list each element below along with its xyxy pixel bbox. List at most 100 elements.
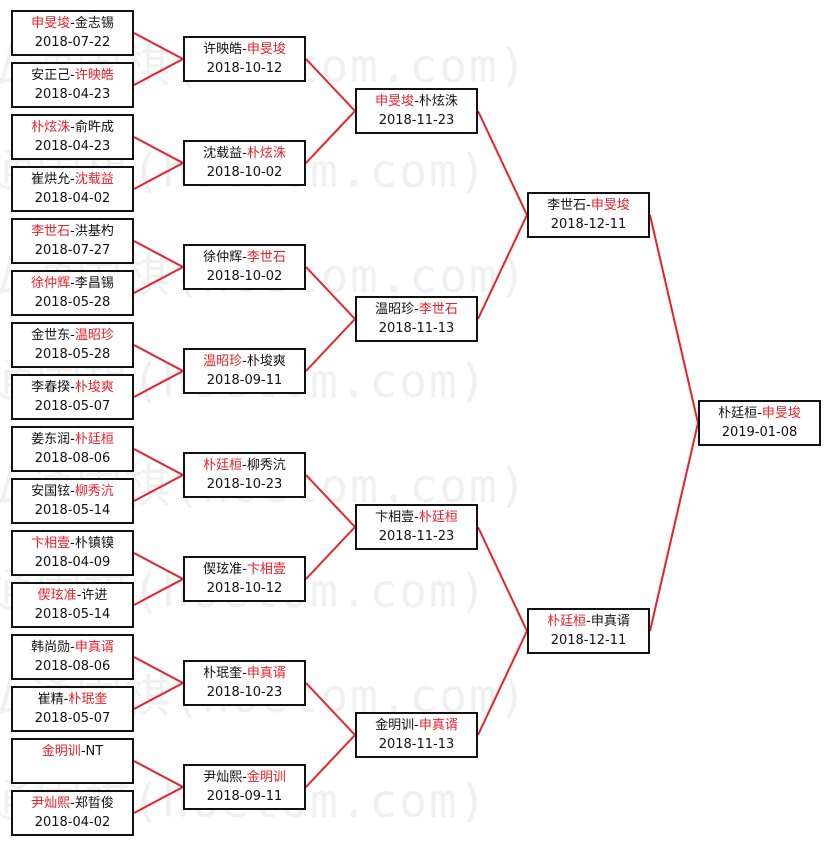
bracket-connector xyxy=(649,422,699,632)
player-2: 洪基杓 xyxy=(74,224,114,239)
player-1: 崔烘允 xyxy=(31,172,71,187)
match-players: 许映皓-申旻埈 xyxy=(203,42,286,57)
match-date: 2018-04-02 xyxy=(34,815,111,830)
player-2: 温昭珍 xyxy=(74,328,114,343)
bracket-connector xyxy=(305,110,356,164)
match-date: 2018-10-12 xyxy=(206,581,283,596)
player-2: 朴珉奎 xyxy=(68,692,108,707)
match-box: 姜东润-朴廷桓 2018-08-06 xyxy=(11,426,134,472)
match-players: 沈载益-朴炫洙 xyxy=(203,146,286,161)
player-2: 申真谞 xyxy=(74,640,114,655)
player-2: 申真谞 xyxy=(246,666,286,681)
match-players: 姜东润-朴廷桓 xyxy=(31,432,114,447)
bracket-connector xyxy=(305,474,356,528)
player-2: 朴廷桓 xyxy=(418,510,458,525)
player-1: 安国铉 xyxy=(31,484,71,499)
player-1: 金明训 xyxy=(375,718,415,733)
match-box: 偰玹准-卞相壹 2018-10-12 xyxy=(183,556,306,602)
bracket-connector xyxy=(133,448,184,476)
player-1: 卞相壹 xyxy=(375,510,415,525)
player-1: 朴廷桓 xyxy=(718,406,758,421)
player-1: 朴廷桓 xyxy=(547,614,587,629)
bracket-connector xyxy=(305,266,356,320)
player-2: 申旻埈 xyxy=(761,406,801,421)
player-2: 朴炫洙 xyxy=(418,94,458,109)
match-players: 安正己-许映皓 xyxy=(31,68,114,83)
player-2: 俞旿成 xyxy=(74,120,114,135)
match-box: 卞相壹-朴廷桓 2018-11-23 xyxy=(355,504,478,550)
player-1: 申旻埈 xyxy=(375,94,415,109)
match-date: 2018-08-06 xyxy=(34,659,111,674)
match-date: 2018-05-28 xyxy=(34,295,111,310)
match-date: 2018-11-23 xyxy=(378,113,455,128)
player-2: 李昌锡 xyxy=(74,276,114,291)
match-box: 朴珉奎-申真谞 2018-10-23 xyxy=(183,660,306,706)
bracket-connector xyxy=(477,630,528,736)
player-2: 金明训 xyxy=(246,770,286,785)
player-2: 卞相壹 xyxy=(246,562,286,577)
match-date: 2018-07-27 xyxy=(34,243,111,258)
player-1: 温昭珍 xyxy=(203,354,243,369)
match-box: 李世石-洪基杓 2018-07-27 xyxy=(11,218,134,264)
match-date: 2018-09-11 xyxy=(206,789,283,804)
match-box: 崔烘允-沈载益 2018-04-02 xyxy=(11,166,134,212)
player-1: 徐仲辉 xyxy=(31,276,71,291)
match-players: 朴珉奎-申真谞 xyxy=(203,666,286,681)
match-date: 2018-10-12 xyxy=(206,61,283,76)
match-date: 2018-12-11 xyxy=(550,633,627,648)
player-1: 尹灿熙 xyxy=(203,770,243,785)
player-1: 申旻埈 xyxy=(31,16,71,31)
match-box: 韩尚勋-申真谞 2018-08-06 xyxy=(11,634,134,680)
bracket-connector xyxy=(133,162,184,190)
match-players: 申旻埈-朴炫洙 xyxy=(375,94,458,109)
player-1: 偰玹准 xyxy=(203,562,243,577)
match-date: 2018-05-14 xyxy=(34,503,111,518)
player-1: 尹灿熙 xyxy=(31,796,71,811)
match-players: 徐仲辉-李世石 xyxy=(203,250,286,265)
match-date: 2018-10-02 xyxy=(206,165,283,180)
player-1: 李春揆 xyxy=(31,380,71,395)
match-players: 李春揆-朴埈爽 xyxy=(31,380,114,395)
match-box: 金明训-NT xyxy=(11,738,134,784)
match-box: 李春揆-朴埈爽 2018-05-07 xyxy=(11,374,134,420)
match-players: 安国铉-柳秀沆 xyxy=(31,484,114,499)
bracket-connector xyxy=(133,552,184,580)
match-date: 2018-04-23 xyxy=(34,87,111,102)
bracket-connector xyxy=(133,682,184,710)
bracket-connector xyxy=(305,682,356,736)
match-date: 2018-04-23 xyxy=(34,139,111,154)
match-players: 金世东-温昭珍 xyxy=(31,328,114,343)
match-players: 朴廷桓-柳秀沆 xyxy=(203,458,286,473)
bracket-connector xyxy=(133,240,184,268)
match-date: 2018-10-23 xyxy=(206,685,283,700)
match-players: 崔烘允-沈载益 xyxy=(31,172,114,187)
match-date: 2018-12-11 xyxy=(550,217,627,232)
match-date: 2018-08-06 xyxy=(34,451,111,466)
bracket-connector xyxy=(133,578,184,606)
match-box: 许映皓-申旻埈 2018-10-12 xyxy=(183,36,306,82)
match-players: 卞相壹-朴廷桓 xyxy=(375,510,458,525)
bracket-connector xyxy=(133,32,184,60)
player-1: 朴珉奎 xyxy=(203,666,243,681)
player-1: 金世东 xyxy=(31,328,71,343)
player-1: 崔精 xyxy=(37,692,64,707)
match-box: 温昭珍-朴埈爽 2018-09-11 xyxy=(183,348,306,394)
match-box: 朴炫洙-俞旿成 2018-04-23 xyxy=(11,114,134,160)
match-players: 尹灿熙-金明训 xyxy=(203,770,286,785)
match-date: 2019-01-08 xyxy=(721,425,798,440)
match-players: 申旻埈-金志锡 xyxy=(31,16,114,31)
match-box: 朴廷桓-柳秀沆 2018-10-23 xyxy=(183,452,306,498)
player-1: 朴炫洙 xyxy=(31,120,71,135)
match-box: 安正己-许映皓 2018-04-23 xyxy=(11,62,134,108)
player-2: 许映皓 xyxy=(74,68,114,83)
player-1: 姜东润 xyxy=(31,432,71,447)
match-box: 温昭珍-李世石 2018-11-13 xyxy=(355,296,478,342)
match-box: 徐仲辉-李世石 2018-10-02 xyxy=(183,244,306,290)
player-2: 郑晢俊 xyxy=(74,796,114,811)
match-date: 2018-11-13 xyxy=(378,321,455,336)
player-1: 许映皓 xyxy=(203,42,243,57)
player-2: 朴镇镆 xyxy=(74,536,114,551)
match-box: 朴廷桓-申旻埈 2019-01-08 xyxy=(698,400,821,446)
